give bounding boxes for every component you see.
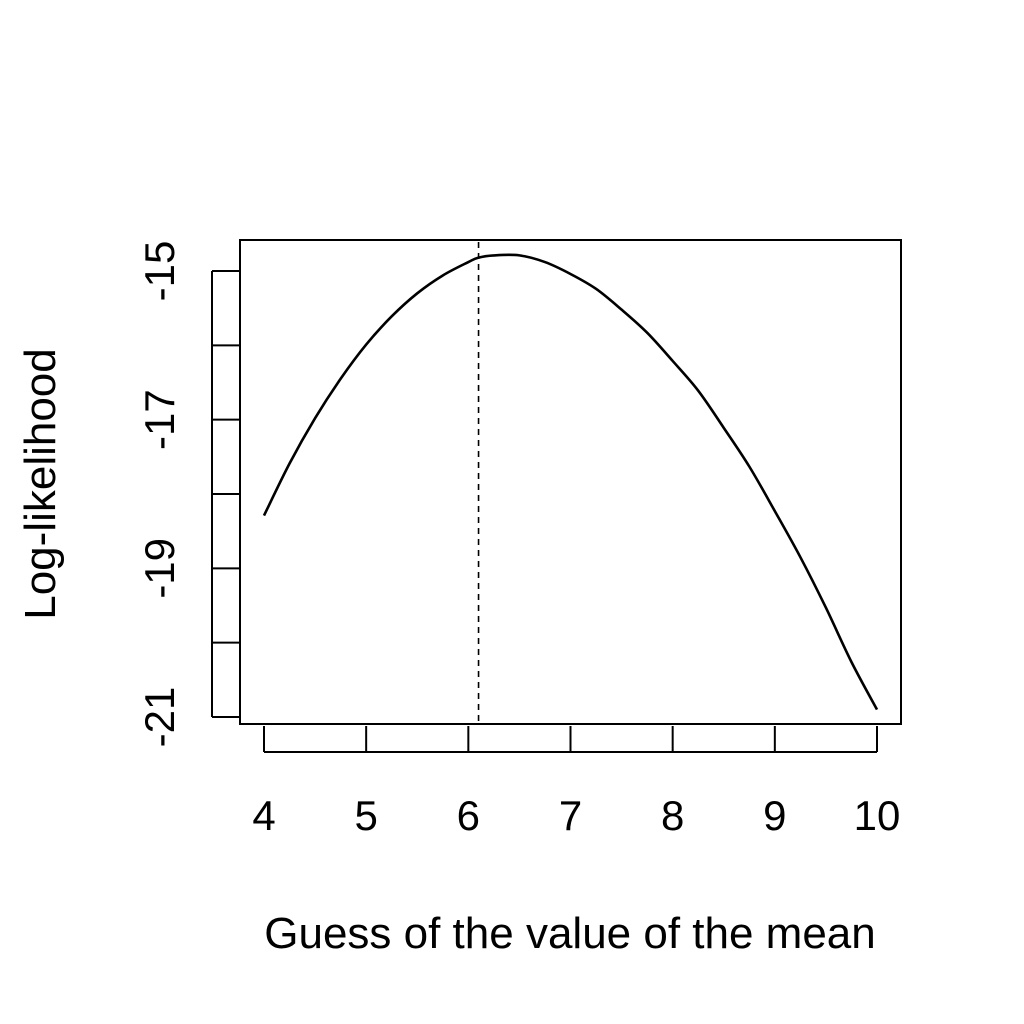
x-axis-title: Guess of the value of the mean bbox=[264, 909, 876, 958]
x-tick-label: 9 bbox=[763, 792, 786, 839]
y-tick-label: -15 bbox=[136, 241, 183, 302]
y-axis-title: Log-likelihood bbox=[16, 348, 65, 620]
x-tick-label: 4 bbox=[252, 792, 275, 839]
x-tick-label: 7 bbox=[559, 792, 582, 839]
y-tick-label: -19 bbox=[136, 538, 183, 599]
y-tick-label: -17 bbox=[136, 389, 183, 450]
x-axis: 4 5 6 7 8 9 10 bbox=[252, 726, 900, 839]
x-tick-label: 8 bbox=[661, 792, 684, 839]
y-tick-label: -21 bbox=[136, 687, 183, 748]
series-line bbox=[262, 253, 879, 711]
y-axis: -21 -19 -17 -15 bbox=[136, 241, 240, 748]
x-tick-label: 10 bbox=[854, 792, 901, 839]
x-tick-label: 6 bbox=[457, 792, 480, 839]
plot-frame bbox=[239, 239, 902, 725]
x-tick-label: 5 bbox=[354, 792, 377, 839]
